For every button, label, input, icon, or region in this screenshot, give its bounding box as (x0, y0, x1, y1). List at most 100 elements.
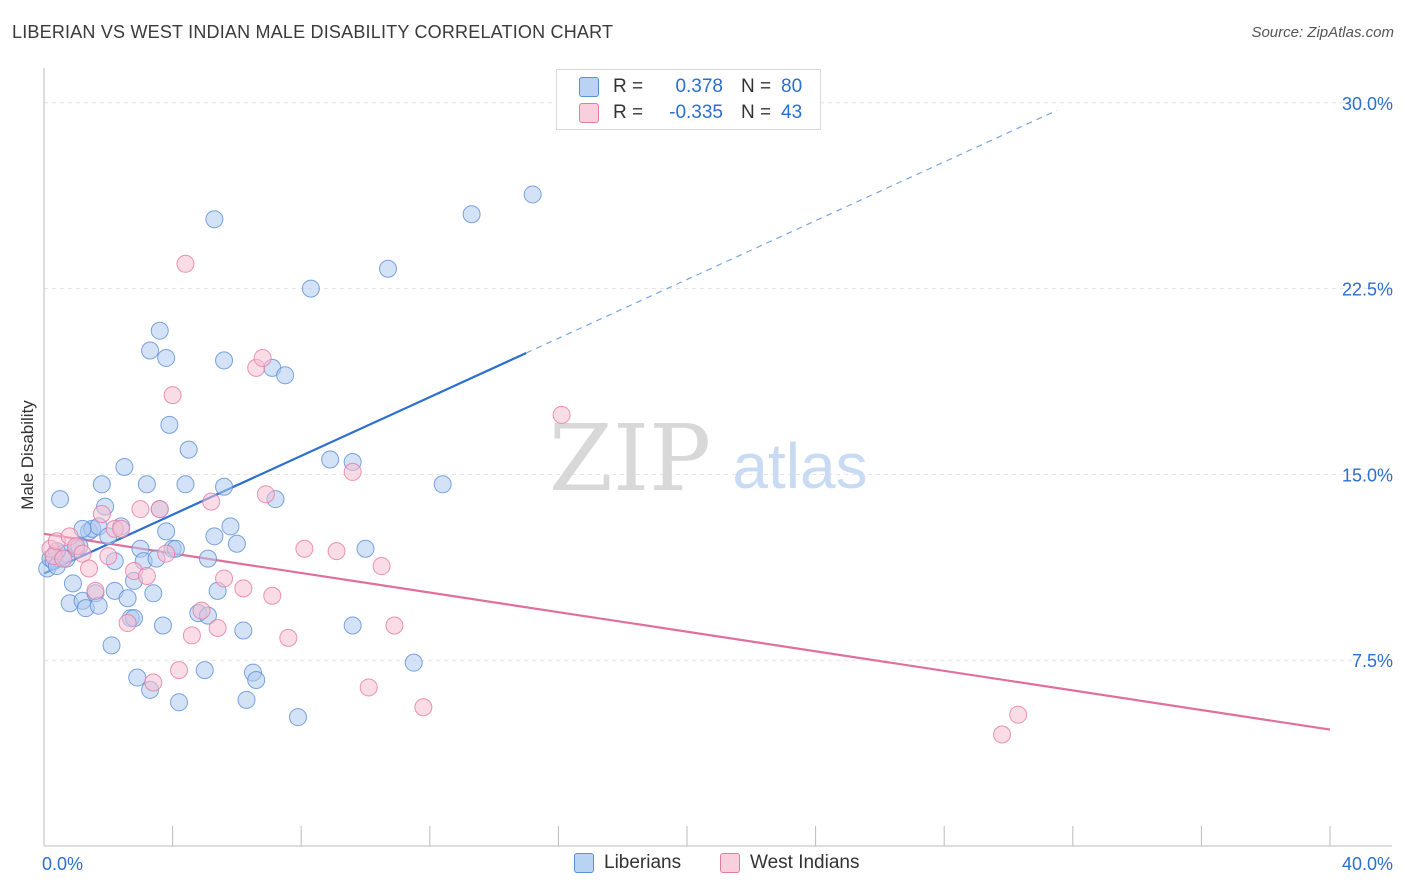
west-indian-point (73, 544, 92, 563)
west-indian-point (343, 462, 362, 481)
liberian-point (205, 527, 224, 546)
west-indian-point (359, 678, 378, 697)
west-indian-point (215, 569, 234, 588)
west-indian-point (118, 614, 137, 633)
legend-item-west-indians[interactable]: West Indians (720, 852, 859, 874)
watermark-zip: ZIP (549, 405, 711, 512)
liberian-point (215, 477, 234, 496)
y-tick-label: 30.0% (1342, 94, 1393, 114)
chart-title: LIBERIAN VS WEST INDIAN MALE DISABILITY … (12, 22, 614, 42)
west-indian-point (163, 386, 182, 405)
liberian-point (301, 279, 320, 298)
liberian-point (160, 415, 179, 434)
n-value: 80 (781, 76, 803, 97)
liberian-point (462, 205, 481, 224)
y-tick-label: 7.5% (1352, 651, 1393, 671)
n-value: 43 (781, 102, 803, 123)
west-indian-point (112, 519, 131, 538)
liberian-point (288, 708, 307, 727)
liberian-point (144, 584, 163, 603)
y-tick-label: 15.0% (1342, 465, 1393, 485)
west-indian-point (372, 557, 391, 576)
r-label: R = (613, 76, 644, 97)
liberian-point (141, 341, 160, 360)
n-label: N = (741, 102, 772, 123)
r-value: 0.378 (675, 76, 723, 97)
west-indian-point (253, 348, 272, 367)
liberian-point (128, 668, 147, 687)
west-indian-point (157, 544, 176, 563)
y-tick-label: 22.5% (1342, 280, 1393, 300)
liberians-label: Liberians (604, 852, 682, 873)
source-label: Source: ZipAtlas.com (1251, 24, 1394, 41)
west-indian-point (256, 485, 275, 504)
west-indian-point (385, 616, 404, 635)
x-tick-label: 40.0% (1342, 854, 1393, 874)
liberian-point (92, 475, 111, 494)
liberian-point (150, 321, 169, 340)
west-indian-point (176, 254, 195, 273)
legend-item-liberians[interactable]: Liberians (574, 852, 681, 874)
x-tick-label: 0.0% (42, 854, 83, 874)
west-indian-point (137, 566, 156, 585)
west-indian-point (86, 581, 105, 600)
grid-lines (44, 102, 1392, 661)
west-indian-point (182, 626, 201, 645)
west-indian-point (552, 405, 571, 424)
liberian-point (63, 574, 82, 593)
liberian-point (404, 653, 423, 672)
series-legend: Liberians West Indians (0, 852, 1406, 878)
liberians-swatch (579, 77, 599, 97)
west-indian-point (295, 539, 314, 558)
liberian-point (356, 539, 375, 558)
watermark: ZIP atlas (549, 405, 868, 512)
west-indians-swatch (579, 103, 599, 123)
liberian-point (89, 596, 108, 615)
west-indian-point (327, 542, 346, 561)
west-indian-point (99, 547, 118, 566)
west-indian-point (80, 559, 99, 578)
west-indian-point (54, 549, 73, 568)
legend-row-west-indians: R = -0.335 N = 43 (579, 101, 802, 125)
liberian-point (51, 490, 70, 509)
west-indian-point (170, 661, 189, 680)
r-value: -0.335 (669, 102, 723, 123)
liberian-point (247, 671, 266, 690)
correlation-legend: R = 0.378 N = 80 R = -0.335 N = 43 (556, 69, 821, 130)
west-indian-point (263, 586, 282, 605)
west-indian-point (1009, 705, 1028, 724)
liberian-point (198, 549, 217, 568)
liberian-point (118, 589, 137, 608)
data-points (38, 185, 1028, 744)
liberian-point (179, 440, 198, 459)
west-indian-point (414, 698, 433, 717)
y-axis-label: Male Disability (18, 400, 37, 510)
liberian-point (433, 475, 452, 494)
liberian-point (195, 661, 214, 680)
west-indian-point (202, 492, 221, 511)
liberians-swatch (574, 853, 594, 873)
west-indian-point (234, 579, 253, 598)
liberian-point (276, 366, 295, 385)
liberian-point (153, 616, 172, 635)
liberian-point (157, 348, 176, 367)
n-label: N = (741, 76, 772, 97)
liberian-point (170, 693, 189, 712)
liberian-point (205, 210, 224, 229)
tick-labels: 7.5% 15.0% 22.5% 30.0% 0.0% 40.0% (42, 94, 1393, 874)
west-indians-trend-line (43, 532, 1331, 731)
liberian-point (215, 351, 234, 370)
liberians-trend-extension (526, 109, 1057, 354)
west-indian-point (150, 500, 169, 519)
liberian-point (115, 457, 134, 476)
west-indian-point (131, 500, 150, 519)
liberian-point (234, 621, 253, 640)
west-indian-point (279, 628, 298, 647)
west-indians-swatch (720, 853, 740, 873)
west-indian-point (208, 618, 227, 637)
liberian-point (221, 517, 240, 536)
liberian-point (321, 450, 340, 469)
legend-row-liberians: R = 0.378 N = 80 (579, 75, 802, 99)
west-indian-point (993, 725, 1012, 744)
